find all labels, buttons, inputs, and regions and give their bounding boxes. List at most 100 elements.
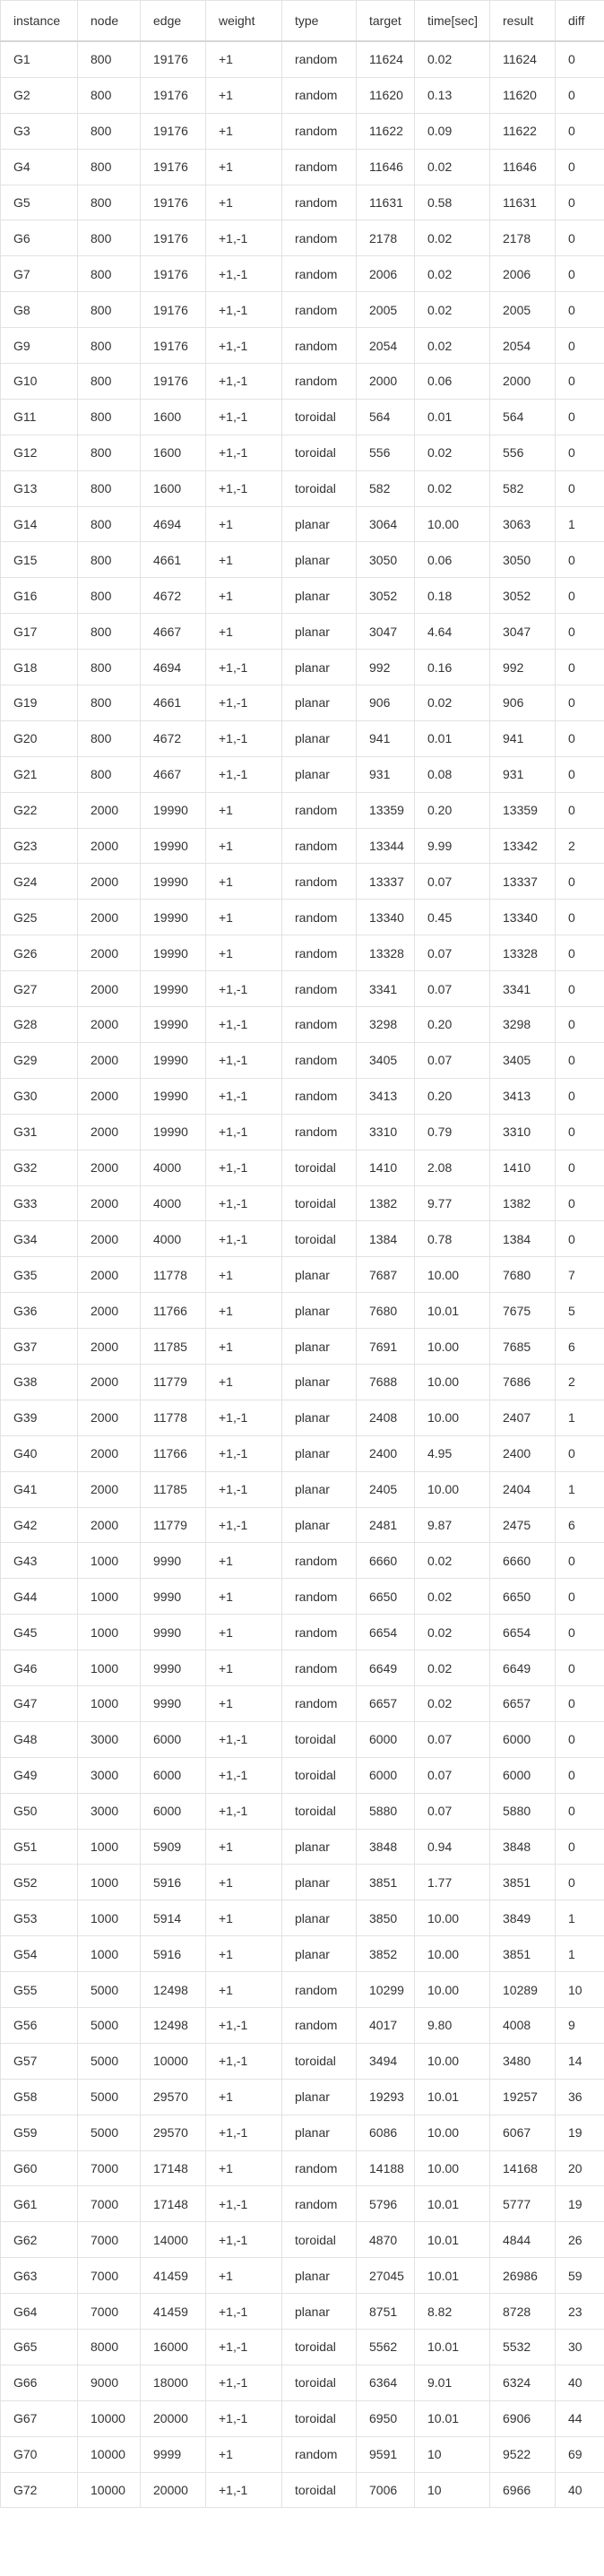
cell-diff: 0 (555, 755, 604, 793)
table-row: G16 800 4672 +1 planar 3052 0.18 3052 0 (0, 577, 604, 615)
table-row: G17 800 4667 +1 planar 3047 4.64 3047 0 (0, 613, 604, 650)
cell-result: 6650 (489, 1578, 556, 1615)
cell-result: 1382 (489, 1185, 556, 1222)
cell-result: 3063 (489, 505, 556, 543)
cell-instance: G49 (0, 1756, 78, 1794)
cell-time: 10.01 (414, 2257, 490, 2295)
table-row: G8 800 19176 +1,-1 random 2005 0.02 2005 0 (0, 291, 604, 329)
cell-target: 2006 (356, 255, 415, 293)
cell-instance: G2 (0, 76, 78, 114)
cell-type: random (281, 220, 357, 257)
cell-time: 4.64 (414, 613, 490, 650)
cell-diff: 30 (555, 2329, 604, 2365)
cell-weight: +1,-1 (205, 1041, 282, 1079)
cell-time: 10.00 (414, 1363, 490, 1400)
cell-target: 3405 (356, 1041, 415, 1079)
cell-weight: +1 (205, 863, 282, 900)
cell-type: planar (281, 1256, 357, 1294)
cell-time: 9.99 (414, 827, 490, 865)
cell-type: planar (281, 1935, 357, 1973)
cell-time: 0.02 (414, 1650, 490, 1686)
cell-type: random (281, 363, 357, 400)
cell-diff: 0 (555, 1077, 604, 1115)
cell-edge: 14000 (140, 2221, 206, 2259)
cell-diff: 6 (555, 1328, 604, 1365)
cell-weight: +1,-1 (205, 649, 282, 686)
cell-weight: +1 (205, 2078, 282, 2115)
cell-node: 800 (77, 220, 141, 257)
cell-result: 14168 (489, 2150, 556, 2187)
cell-diff: 0 (555, 1434, 604, 1472)
cell-result: 2000 (489, 363, 556, 400)
cell-target: 1410 (356, 1149, 415, 1186)
cell-node: 1000 (77, 1542, 141, 1580)
cell-target: 2400 (356, 1434, 415, 1472)
cell-node: 2000 (77, 899, 141, 936)
cell-diff: 0 (555, 1650, 604, 1686)
cell-result: 931 (489, 755, 556, 793)
table-row: G41 2000 11785 +1,-1 planar 2405 10.00 2404 1 (0, 1470, 604, 1508)
cell-result: 3851 (489, 1935, 556, 1973)
table-row: G35 2000 11778 +1 planar 7687 10.00 7680 7 (0, 1256, 604, 1294)
cell-edge: 9990 (140, 1614, 206, 1651)
cell-edge: 1600 (140, 398, 206, 435)
cell-weight: +1,-1 (205, 1756, 282, 1794)
cell-target: 11622 (356, 112, 415, 150)
cell-result: 11622 (489, 112, 556, 150)
cell-target: 7691 (356, 1328, 415, 1365)
cell-target: 1384 (356, 1220, 415, 1258)
cell-diff: 0 (555, 899, 604, 936)
cell-edge: 4667 (140, 755, 206, 793)
cell-node: 8000 (77, 2329, 141, 2365)
cell-time: 10.01 (414, 2329, 490, 2365)
cell-target: 3050 (356, 541, 415, 579)
table-row: G7 800 19176 +1,-1 random 2006 0.02 2006 0 (0, 255, 604, 293)
cell-time: 0.06 (414, 363, 490, 400)
cell-weight: +1,-1 (205, 363, 282, 400)
cell-result: 2178 (489, 220, 556, 257)
cell-target: 19293 (356, 2078, 415, 2115)
cell-weight: +1 (205, 1614, 282, 1651)
cell-diff: 26 (555, 2221, 604, 2259)
cell-target: 941 (356, 719, 415, 757)
cell-target: 3052 (356, 577, 415, 615)
table-row: G22 2000 19990 +1 random 13359 0.20 13359 0 (0, 791, 604, 829)
cell-target: 13337 (356, 863, 415, 900)
cell-instance: G48 (0, 1720, 78, 1758)
cell-target: 13328 (356, 935, 415, 972)
cell-weight: +1 (205, 791, 282, 829)
table-row: G15 800 4661 +1 planar 3050 0.06 3050 0 (0, 541, 604, 579)
cell-instance: G42 (0, 1506, 78, 1544)
cell-time: 10.00 (414, 2114, 490, 2151)
cell-result: 1410 (489, 1149, 556, 1186)
cell-instance: G6 (0, 220, 78, 257)
cell-target: 10299 (356, 1971, 415, 2008)
cell-target: 4870 (356, 2221, 415, 2259)
cell-diff: 0 (555, 1792, 604, 1830)
cell-node: 2000 (77, 827, 141, 865)
cell-time: 10.00 (414, 505, 490, 543)
cell-node: 1000 (77, 1684, 141, 1722)
table-row: G46 1000 9990 +1 random 6649 0.02 6649 0 (0, 1650, 604, 1686)
table-row: G43 1000 9990 +1 random 6660 0.02 6660 0 (0, 1542, 604, 1580)
cell-instance: G35 (0, 1256, 78, 1294)
cell-diff: 0 (555, 291, 604, 329)
cell-result: 2400 (489, 1434, 556, 1472)
cell-type: planar (281, 505, 357, 543)
table-row: G36 2000 11766 +1 planar 7680 10.01 7675 5 (0, 1292, 604, 1330)
cell-node: 2000 (77, 1149, 141, 1186)
cell-edge: 4000 (140, 1149, 206, 1186)
cell-weight: +1 (205, 827, 282, 865)
cell-instance: G29 (0, 1041, 78, 1079)
cell-time: 0.94 (414, 1828, 490, 1865)
cell-diff: 10 (555, 1971, 604, 2008)
cell-result: 3310 (489, 1113, 556, 1150)
cell-weight: +1 (205, 184, 282, 221)
cell-time: 0.07 (414, 1792, 490, 1830)
cell-node: 2000 (77, 1434, 141, 1472)
cell-instance: G64 (0, 2293, 78, 2330)
cell-instance: G39 (0, 1399, 78, 1436)
cell-result: 11646 (489, 148, 556, 185)
cell-diff: 0 (555, 1614, 604, 1651)
cell-result: 3341 (489, 970, 556, 1008)
